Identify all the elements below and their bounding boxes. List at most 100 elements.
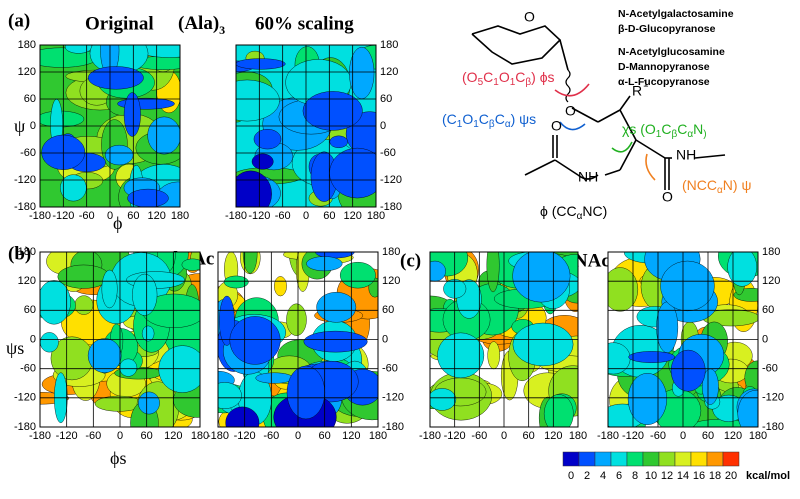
contour-region xyxy=(236,79,280,122)
x-tick-label: -60 xyxy=(79,210,95,222)
y-tick-label: 60 xyxy=(762,304,774,316)
colorbar-tick-label: 2 xyxy=(584,470,590,482)
contour-region xyxy=(152,181,180,207)
y-tick-label: 0 xyxy=(762,333,768,345)
contour-region xyxy=(158,345,200,393)
x-tick-label: 60 xyxy=(141,430,153,442)
atom-label: NH xyxy=(676,147,696,163)
y-tick-label: -180 xyxy=(762,421,784,433)
contour-region xyxy=(627,373,667,425)
contour-region xyxy=(225,406,260,427)
contour-region xyxy=(101,269,118,309)
x-tick-label: -60 xyxy=(471,430,487,442)
colorbar-swatch xyxy=(690,451,708,467)
atom-label: O xyxy=(551,118,562,134)
contour-region xyxy=(60,174,87,202)
torsion-part: 1 xyxy=(510,77,516,88)
sugar-name: α-L-Fucopyranose xyxy=(618,76,710,88)
contour-region xyxy=(329,147,376,199)
x-tick-label: 120 xyxy=(544,430,562,442)
colorbar-swatch xyxy=(674,451,692,467)
torsion-part: C xyxy=(495,111,505,127)
contour-region xyxy=(40,280,71,325)
y-tick-label: 180 xyxy=(762,246,780,258)
torsion-part: O xyxy=(462,111,473,127)
y-tick-label: -120 xyxy=(762,392,784,404)
title-part: (Ala) xyxy=(178,13,219,34)
contour-region xyxy=(255,372,294,384)
contour-region xyxy=(64,45,93,54)
y-tick-label: -60 xyxy=(20,363,36,375)
contour-region xyxy=(181,258,200,271)
torsion-part: 1 xyxy=(493,77,499,88)
y-tick-label: 60 xyxy=(380,93,392,105)
contour-region xyxy=(87,338,122,373)
x-tick-label: -60 xyxy=(650,430,666,442)
title-sub: 3 xyxy=(219,23,225,37)
x-tick-label: 180 xyxy=(171,210,189,222)
torsion-part: α xyxy=(717,185,723,196)
y-tick-label: 0 xyxy=(30,333,36,345)
colorbar-swatch xyxy=(562,451,580,467)
torsion-part: C xyxy=(483,69,493,85)
x-tick-label: -180 xyxy=(207,430,229,442)
y-tick-label: 120 xyxy=(380,66,398,78)
torsion-part: 1 xyxy=(473,119,479,130)
y-tick-label: 60 xyxy=(382,304,394,316)
contour-map xyxy=(430,252,578,427)
torsion-part: β xyxy=(671,129,677,140)
x-tick-label: 60 xyxy=(702,430,714,442)
torsion-part: 1 xyxy=(457,119,463,130)
x-tick-label: -180 xyxy=(29,210,51,222)
torsion-part: 1 xyxy=(656,129,662,140)
rotation-arrows xyxy=(554,83,656,181)
colorbar-tick-label: 18 xyxy=(709,470,721,482)
y-tick-label: 60 xyxy=(24,304,36,316)
colorbar-unit: kcal/mol xyxy=(746,470,790,482)
contour-region xyxy=(286,365,326,420)
torsion-label: (O5C1O1Cβ) ϕs xyxy=(462,69,555,88)
colorbar-tick-label: 8 xyxy=(632,470,638,482)
contour-region xyxy=(74,295,94,315)
contour-region xyxy=(87,66,144,90)
torsion-part: χs (O xyxy=(622,121,656,137)
sugar-name: N-Acetylglucosamine xyxy=(618,46,725,58)
colorbar-tick-label: 0 xyxy=(568,470,574,482)
torsion-part: O xyxy=(499,69,510,85)
y-tick-label: -60 xyxy=(380,147,396,159)
torsion-part: β xyxy=(525,77,531,88)
contour-region xyxy=(223,275,249,289)
y-tick-label: -180 xyxy=(14,421,36,433)
torsion-part: 5 xyxy=(478,77,484,88)
colorbar-tick-label: 6 xyxy=(616,470,622,482)
torsion-part: C xyxy=(661,121,671,137)
y-tick-label: 180 xyxy=(382,246,400,258)
y-tick-label: -120 xyxy=(14,392,36,404)
torsion-part: (O xyxy=(462,69,478,85)
x-tick-label: 120 xyxy=(164,430,182,442)
atom-label: O xyxy=(565,103,576,119)
torsion-part: C xyxy=(515,69,525,85)
torsion-part: (NCC xyxy=(682,177,717,193)
torsion-part: C xyxy=(677,121,687,137)
contour-region xyxy=(512,322,574,367)
contour-region xyxy=(141,325,155,342)
contour-region xyxy=(628,351,675,363)
x-tick-label: -120 xyxy=(234,430,256,442)
y-tick-label: -60 xyxy=(382,363,398,375)
colorbar-tick-label: 10 xyxy=(645,470,657,482)
torsion-part: α xyxy=(577,211,583,222)
torsion-part: ) xyxy=(703,129,706,140)
y-tick-label: 180 xyxy=(380,39,398,51)
x-tick-label: 180 xyxy=(569,430,587,442)
x-tick-label: -120 xyxy=(52,210,74,222)
torsion-part: C xyxy=(479,111,489,127)
contour-region xyxy=(218,382,242,409)
colorbar-swatch xyxy=(610,451,628,467)
torsion-part: N xyxy=(693,121,703,137)
y-tick-label: 120 xyxy=(18,275,36,287)
y-tick-label: -120 xyxy=(380,174,402,186)
contour-region xyxy=(104,144,134,166)
panel-label: (b) xyxy=(8,243,31,264)
y-tick-label: -60 xyxy=(762,363,778,375)
